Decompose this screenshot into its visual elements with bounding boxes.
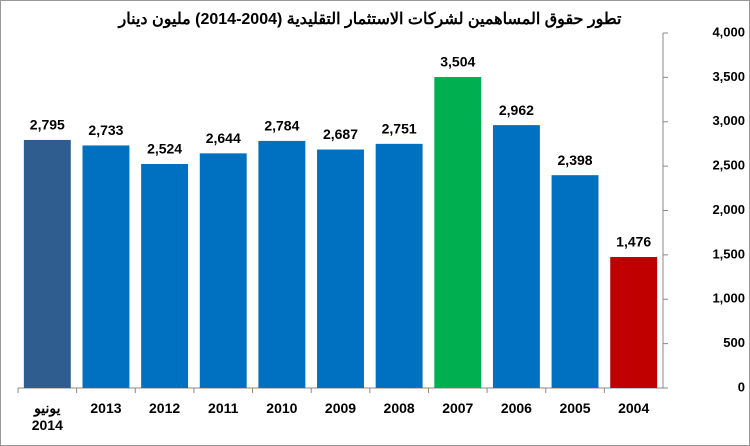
y-tick-label: 4,000 (712, 24, 745, 39)
y-tick-label: 1,500 (712, 246, 745, 261)
bar (258, 140, 306, 388)
x-tick-label: 2011 (208, 400, 239, 416)
bar (141, 163, 189, 388)
bar (375, 143, 423, 388)
bar (610, 257, 658, 388)
value-label: 2,733 (88, 122, 123, 138)
bar (551, 175, 599, 388)
value-label: 2,784 (264, 118, 299, 134)
x-tick-label: 2006 (500, 400, 532, 416)
chart-title: تطور حقوق المساهمين لشركات الاستثمار الت… (118, 11, 622, 29)
bar (317, 149, 364, 388)
bar (199, 153, 247, 388)
value-label: 2,644 (206, 130, 241, 146)
y-tick-label: 500 (723, 335, 745, 350)
value-label: 1,476 (616, 234, 651, 250)
y-tick-label: 1,000 (712, 291, 745, 306)
value-label: 2,524 (147, 141, 182, 157)
value-label: 2,962 (499, 102, 534, 118)
x-tick-label: 2009 (324, 400, 357, 416)
y-tick-label: 2,500 (712, 158, 745, 173)
x-tick-label: 2005 (559, 400, 591, 416)
bar (82, 145, 130, 388)
y-tick-label: 3,500 (712, 69, 745, 84)
value-label: 3,504 (440, 54, 475, 70)
x-tick-label: يونيو 2014 (31, 400, 63, 433)
x-tick-label: 2010 (266, 400, 298, 416)
bar (434, 77, 482, 389)
x-tick-label: 2012 (149, 400, 181, 416)
value-label: 2,795 (30, 117, 65, 133)
x-tick-label: 2004 (618, 400, 650, 416)
y-tick-label: 2,000 (712, 202, 745, 217)
value-label: 2,751 (382, 121, 417, 137)
y-tick-label: 3,000 (712, 113, 745, 128)
x-tick-label: 2008 (383, 400, 415, 416)
bar (492, 125, 540, 388)
bar (23, 139, 71, 388)
x-tick-label: 2007 (442, 400, 474, 416)
x-tick-label: 2013 (90, 400, 122, 416)
value-label: 2,687 (323, 126, 358, 142)
value-label: 2,398 (558, 152, 593, 168)
y-tick-label: 0 (738, 379, 745, 394)
